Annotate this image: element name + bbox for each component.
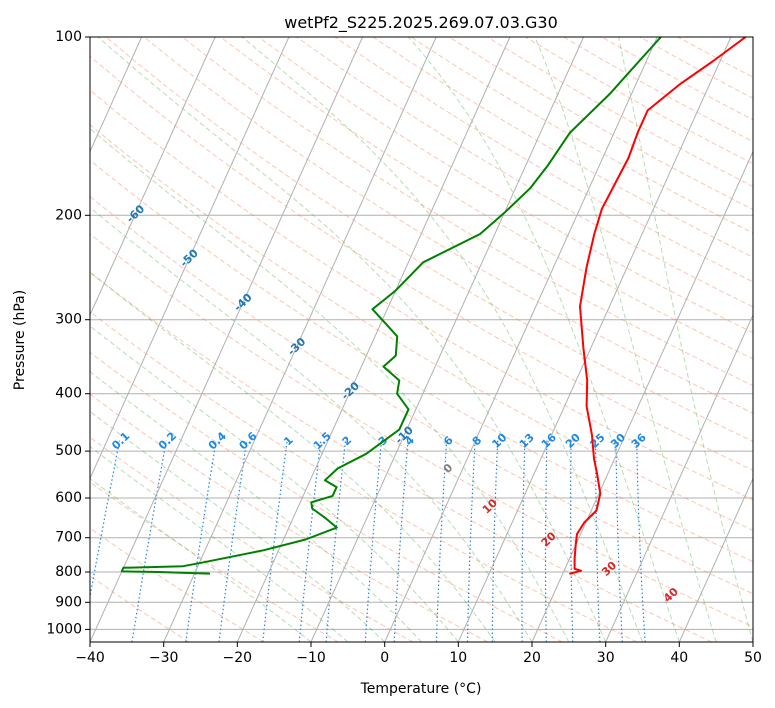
temperature-profile: [569, 37, 747, 575]
dry-adiabat-40: [90, 271, 712, 642]
moist-adiabat--10: [90, 478, 312, 642]
mixing-ratio-line-3: [364, 440, 383, 642]
mixing-ratio-line-30: [615, 440, 623, 642]
mixing-ratio-line-0.4: [185, 440, 217, 642]
moist-adiabat-15: [90, 271, 496, 642]
moist-adiabat-50: [618, 37, 753, 642]
y-tick-label-p900: 900: [55, 594, 82, 610]
y-tick-label-p600: 600: [55, 490, 82, 506]
moist-adiabat-20: [90, 206, 533, 642]
skewed-isotherms: [90, 37, 753, 642]
mixing-ratio-lines: [90, 440, 646, 642]
dry-adiabat--30: [90, 575, 190, 642]
y-tick-label-p500: 500: [55, 443, 82, 459]
mixing-ratio-line-16: [544, 440, 548, 642]
x-tick-label-50: 50: [744, 650, 762, 666]
mixing-ratio-line-1.5: [298, 440, 322, 642]
moist-adiabat-40: [408, 37, 680, 642]
dry-adiabat-80: [90, 124, 753, 531]
y-tick-label-p300: 300: [55, 312, 82, 328]
y-axis-label: Pressure (hPa): [12, 290, 28, 390]
dry-adiabat--10: [90, 481, 339, 642]
dry-adiabat-130: [181, 37, 753, 387]
dry-adiabat-50: [90, 233, 753, 628]
isotherm--50: [90, 37, 290, 480]
mixing-ratio-line-6: [435, 440, 448, 642]
isotherm--30: [163, 37, 437, 642]
y-tick-label-p100: 100: [55, 29, 82, 45]
mixing-ratio-line-8: [466, 440, 476, 642]
y-tick-label-p700: 700: [55, 530, 82, 546]
x-tick-label-20: 20: [523, 650, 541, 666]
x-tick-label-0: 0: [380, 650, 389, 666]
y-tick-label-p800: 800: [55, 564, 82, 580]
chart-title: wetPf2_S225.2025.269.07.03.G30: [284, 13, 558, 33]
mixing-ratio-line-20: [570, 440, 574, 642]
isotherm-0: [384, 37, 658, 642]
y-axis-ticks: 100 200 300 400 500 600 700 800 900 1000: [46, 29, 90, 637]
x-tick-label--20: −20: [223, 650, 253, 666]
moist-adiabat--5: [90, 446, 349, 642]
plot-frame: [89, 36, 754, 643]
mixing-ratio-line-36: [636, 440, 646, 642]
isotherm--20: [236, 37, 511, 642]
pressure-gridlines: [90, 37, 753, 630]
dry-adiabat-90: [90, 89, 753, 501]
x-tick-label--40: −40: [75, 650, 105, 666]
isotherm-30: [605, 313, 753, 642]
mixing-ratio-line-0.2: [131, 440, 167, 642]
mixing-ratio-line-13: [521, 440, 526, 642]
x-tick-label--30: −30: [149, 650, 179, 666]
mixing-ratio-line-10: [491, 440, 499, 642]
dry-adiabat-60: [90, 195, 753, 595]
moist-adiabats: [90, 37, 753, 642]
x-axis-label: Temperature (°C): [360, 681, 482, 697]
moist-adiabat-0: [90, 410, 386, 642]
mixing-ratio-line-25: [595, 440, 601, 642]
x-tick-label-30: 30: [597, 650, 615, 666]
dry-adiabat-100: [90, 55, 753, 471]
y-tick-label-p1000: 1000: [46, 621, 82, 637]
isotherm--40: [90, 37, 364, 642]
moist-adiabat-25: [90, 127, 570, 642]
moist-adiabat-5: [90, 371, 422, 642]
dry-adiabat-10: [90, 393, 488, 642]
x-tick-label-10: 10: [449, 650, 467, 666]
dry-adiabat-140: [220, 37, 753, 360]
isotherm--60: [90, 37, 216, 317]
x-axis-ticks: −40 −30 −20 −10 0 10 20 30 40 50: [75, 642, 762, 666]
isotherm-40: [678, 477, 753, 642]
moist-adiabat-45: [534, 37, 717, 642]
isotherm-20: [531, 150, 753, 642]
dry-adiabat-150: [258, 37, 753, 334]
mixing-ratio-line-1: [262, 440, 288, 642]
dry-adiabat-160: [296, 37, 753, 308]
mixing-ratio-line-2: [325, 440, 347, 642]
dry-adiabat-20: [90, 351, 563, 642]
isotherm--10: [310, 37, 585, 642]
isotherm--70: [90, 37, 143, 153]
isotherm-10: [457, 37, 732, 642]
moist-adiabat-30: [97, 37, 607, 642]
y-tick-label-p400: 400: [55, 386, 82, 402]
mixing-ratio-line-0.6: [218, 440, 248, 642]
sounding-series: [120, 37, 747, 575]
x-tick-label--10: −10: [296, 650, 326, 666]
x-tick-label-40: 40: [670, 650, 688, 666]
dewpoint-profile: [120, 37, 662, 575]
y-tick-label-p200: 200: [55, 207, 82, 223]
